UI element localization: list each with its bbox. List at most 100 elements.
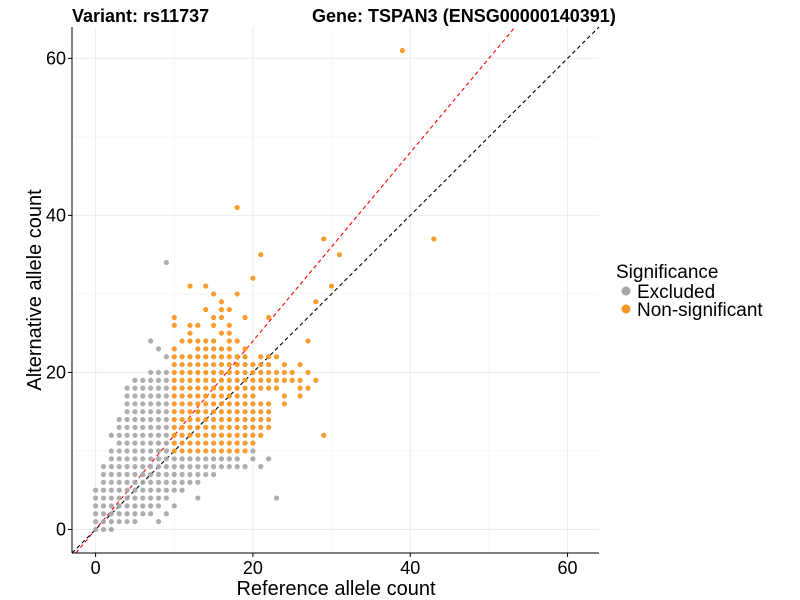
point-non-significant [203,401,209,407]
point-non-significant [187,424,193,430]
point-non-significant [218,361,225,368]
point-excluded [266,456,272,462]
point-excluded [92,511,99,517]
point-non-significant [242,401,248,407]
point-excluded [155,440,162,446]
point-non-significant [210,448,217,454]
point-excluded [116,440,122,446]
point-non-significant [218,354,225,360]
point-non-significant [258,401,264,407]
point-excluded [163,440,169,446]
point-non-significant [258,252,264,258]
point-excluded [234,464,240,470]
point-excluded [124,495,130,501]
point-non-significant [187,416,193,423]
point-excluded [163,448,169,454]
point-non-significant [273,385,280,391]
point-excluded [92,487,99,493]
point-non-significant [250,393,256,399]
point-excluded [163,424,169,430]
point-excluded [171,471,177,478]
point-excluded [163,401,169,407]
point-excluded [218,456,225,462]
point-non-significant [187,448,193,454]
point-excluded [132,432,138,438]
point-excluded [124,448,130,454]
point-non-significant [218,299,225,305]
point-non-significant [179,432,185,438]
point-non-significant [234,369,240,376]
point-non-significant [218,416,225,423]
point-non-significant [195,385,201,391]
legend-marker-excluded [621,286,631,296]
point-non-significant [250,369,256,376]
point-excluded [108,518,114,525]
point-non-significant [195,361,201,368]
point-excluded [155,401,162,407]
point-excluded [116,448,122,454]
point-excluded [203,471,209,478]
point-non-significant [171,361,177,368]
point-non-significant [203,440,209,446]
point-excluded [140,409,146,415]
point-excluded [234,456,240,462]
point-non-significant [210,385,217,391]
point-non-significant [234,354,240,360]
point-non-significant [210,361,217,368]
point-excluded [92,518,99,525]
point-non-significant [171,322,177,328]
point-non-significant [297,377,303,383]
point-non-significant [171,424,177,430]
point-non-significant [187,401,193,407]
point-non-significant [210,346,217,352]
point-non-significant [203,283,209,289]
point-non-significant [250,361,256,368]
legend: Significance Excluded Non-significant [616,262,763,321]
point-excluded [132,464,138,470]
point-non-significant [179,401,185,407]
y-axis-title: Alternative allele count [24,189,46,391]
point-non-significant [203,307,209,313]
point-non-significant [195,322,201,328]
point-excluded [187,456,193,462]
point-non-significant [203,338,209,344]
point-excluded [155,479,162,485]
point-non-significant [203,354,209,360]
point-excluded [155,503,162,509]
point-non-significant [273,369,280,376]
point-excluded [187,464,193,470]
point-non-significant [187,409,193,415]
point-excluded [140,401,146,407]
point-non-significant [203,346,209,352]
point-excluded [148,409,154,415]
point-non-significant [210,314,217,321]
point-excluded [132,377,138,383]
point-excluded [124,518,130,525]
point-excluded [195,456,201,462]
point-non-significant [242,354,248,360]
point-non-significant [203,424,209,430]
point-excluded [116,471,122,478]
point-non-significant [171,314,177,321]
point-non-significant [258,369,264,376]
point-excluded [163,464,169,470]
point-non-significant [242,448,248,454]
point-excluded [155,518,162,525]
point-non-significant [218,330,225,336]
point-non-significant [218,393,225,399]
point-non-significant [250,416,256,423]
y-tick-label: 20 [46,362,66,382]
point-non-significant [281,401,287,407]
point-non-significant [218,314,225,321]
point-excluded [124,385,130,391]
point-excluded [116,479,122,485]
point-non-significant [234,401,240,407]
point-non-significant [171,432,177,438]
point-non-significant [250,385,256,391]
point-non-significant [266,314,272,321]
point-excluded [171,503,177,509]
point-non-significant [258,385,264,391]
point-excluded [132,511,138,517]
point-non-significant [266,416,272,423]
point-non-significant [171,440,177,446]
